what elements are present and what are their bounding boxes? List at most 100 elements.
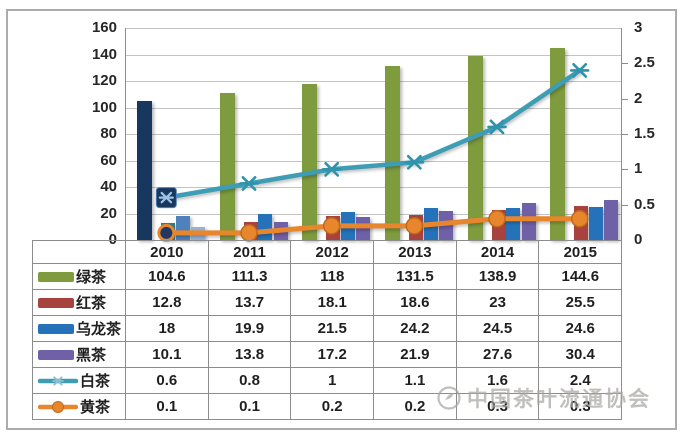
table-value-乌龙茶-2010: 18	[125, 315, 209, 342]
legend-cell-乌龙茶: 乌龙茶	[32, 315, 126, 342]
right-axis-tick	[621, 134, 628, 135]
right-axis-tick-label: 1	[634, 160, 643, 178]
legend-label: 红茶	[76, 295, 107, 312]
table-year-header: 2013	[373, 240, 457, 264]
legend-label: 白茶	[80, 373, 111, 390]
table-value-黑茶-2013: 21.9	[373, 341, 457, 368]
table-value-红茶-2011: 13.7	[207, 289, 292, 316]
marker-黄茶	[488, 210, 506, 228]
marker-黄茶	[322, 217, 341, 235]
table-value-白茶-2014: 1.6	[455, 367, 540, 394]
left-axis-tick-label: 60	[100, 151, 117, 169]
table-value-乌龙茶-2012: 21.5	[290, 315, 375, 342]
table-value-绿茶-2010: 104.6	[125, 263, 209, 290]
bar-绿茶-2012	[302, 83, 318, 240]
legend-cell-白茶: 白茶	[32, 367, 126, 394]
bar-黑茶-2015	[604, 199, 619, 240]
line-series-overlay	[155, 62, 590, 242]
table-year-header: 2010	[125, 240, 209, 264]
table-value-红茶-2010: 12.8	[125, 289, 209, 316]
right-axis-tick	[621, 98, 628, 100]
left-axis-tick-label: 40	[100, 178, 117, 195]
table-value-黄茶-2010: 0.1	[125, 393, 209, 420]
table-value-黄茶-2012: 0.2	[290, 393, 375, 420]
table-value-白茶-2012: 1	[290, 367, 375, 394]
table-value-红茶-2014: 23	[455, 289, 540, 316]
gridline	[125, 160, 621, 162]
bar-绿茶-2014	[467, 56, 483, 240]
left-axis-tick-label: 140	[91, 45, 117, 63]
table-value-绿茶-2015: 144.6	[538, 263, 623, 290]
table-value-黄茶-2013: 0.2	[373, 393, 457, 420]
line-白茶	[164, 68, 582, 200]
gridline	[125, 54, 621, 56]
table-value-乌龙茶-2015: 24.6	[538, 315, 623, 342]
table-value-黑茶-2010: 10.1	[125, 341, 209, 368]
table-value-乌龙茶-2013: 24.2	[373, 315, 457, 342]
table-value-黄茶-2011: 0.1	[207, 393, 292, 420]
marker-黄茶-first	[157, 223, 176, 242]
table-value-红茶-2015: 25.5	[538, 289, 623, 316]
table-value-白茶-2011: 0.8	[207, 367, 292, 394]
bar-绿茶-2013	[385, 65, 400, 240]
bar-绿茶-2010	[137, 101, 152, 240]
bar-绿茶-2015	[550, 48, 566, 240]
gridline	[125, 213, 621, 215]
legend-cell-绿茶: 绿茶	[32, 263, 126, 290]
right-axis-tick	[621, 63, 628, 65]
legend-label: 黑茶	[76, 347, 107, 364]
table-value-红茶-2013: 18.6	[373, 289, 457, 316]
table-value-绿茶-2011: 111.3	[207, 263, 292, 290]
marker-黄茶	[570, 210, 589, 228]
bar-乌龙茶-2014	[506, 207, 521, 240]
table-value-绿茶-2012: 118	[290, 263, 375, 290]
table-value-白茶-2010: 0.6	[125, 367, 209, 394]
legend-swatch-绿茶	[38, 271, 74, 282]
legend-swatch-白茶	[38, 375, 78, 386]
gridline	[125, 134, 621, 135]
legend-cell-红茶: 红茶	[32, 289, 126, 316]
legend-label: 黄茶	[80, 399, 111, 416]
table-value-白茶-2015: 2.4	[538, 367, 623, 394]
line-黄茶	[163, 216, 583, 236]
left-axis-tick-label: 80	[100, 125, 117, 142]
marker-黄茶	[240, 224, 258, 242]
left-axis-tick-label: 20	[100, 204, 117, 222]
data-table: 2010 2011 2012 2013 2014 2015 绿茶 104.6 111.3 118 1…	[32, 240, 623, 420]
bar-黑茶-2014	[521, 203, 536, 240]
table-value-绿茶-2013: 131.5	[373, 263, 457, 290]
marker-黄茶	[405, 217, 424, 235]
left-axis-tick-label: 0	[108, 231, 117, 248]
right-axis-tick-label: 2.5	[634, 54, 655, 72]
table-value-黄茶-2014: 0.3	[455, 393, 540, 420]
gridline	[125, 81, 621, 82]
table-value-黑茶-2011: 13.8	[207, 341, 292, 368]
legend-label: 绿茶	[76, 269, 107, 286]
table-value-黄茶-2015: 0.3	[538, 393, 623, 420]
bar-绿茶-2011	[219, 92, 235, 240]
table-year-header: 2015	[538, 240, 623, 264]
legend-label: 乌龙茶	[76, 321, 122, 338]
table-year-header: 2011	[207, 240, 292, 264]
table-year-header: 2014	[455, 240, 540, 264]
gridline	[125, 187, 621, 188]
right-axis-tick-label: 3	[634, 19, 643, 36]
bar-乌龙茶-2015	[588, 207, 603, 240]
right-axis-line	[621, 28, 622, 240]
table-value-乌龙茶-2011: 19.9	[207, 315, 292, 342]
right-axis-tick-label: 0.5	[634, 195, 655, 213]
table-value-黑茶-2015: 30.4	[538, 341, 623, 368]
right-axis-tick-label: 0	[634, 231, 643, 248]
table-corner-cell	[32, 240, 126, 264]
legend-swatch-黑茶	[38, 349, 74, 360]
table-year-header: 2012	[290, 240, 375, 264]
table-value-黑茶-2012: 17.2	[290, 341, 375, 368]
table-value-红茶-2012: 18.1	[290, 289, 375, 316]
legend-cell-黄茶: 黄茶	[32, 393, 126, 420]
right-axis-tick	[621, 169, 628, 171]
table-value-绿茶-2014: 138.9	[455, 263, 540, 290]
legend-swatch-红茶	[38, 297, 74, 308]
gridline	[125, 107, 621, 109]
gridline	[125, 28, 621, 29]
